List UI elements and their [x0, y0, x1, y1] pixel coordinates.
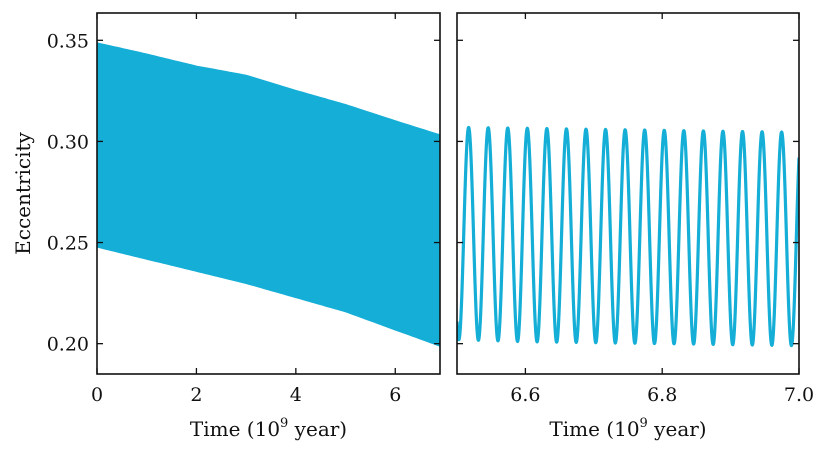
x-axis-label-suffix: year) [288, 417, 347, 441]
x-axis-label-text: Time (10 [190, 417, 280, 441]
x-axis-label-exponent: 9 [640, 416, 648, 431]
x-axis-label-text: Time (10 [549, 417, 639, 441]
plot-frame [96, 12, 441, 375]
y-axis-label: Eccentricity [11, 131, 35, 254]
right-panel: 6.6 6.8 7.0 Time (109 year) [456, 12, 814, 441]
x-tick-label: 6 [389, 384, 401, 406]
left-panel: 0 2 4 6 0.20 0.25 0.30 0.35 Time (109 year) Eccen… [11, 12, 441, 441]
plot-frame [456, 12, 800, 375]
x-axis-label-exponent: 9 [280, 416, 288, 431]
x-axis-label: Time (109 year) [190, 416, 347, 441]
x-tick-label: 7.0 [784, 384, 814, 406]
y-tick-label: 0.20 [47, 334, 89, 356]
eccentricity-line [457, 125, 799, 348]
x-axis-label: Time (109 year) [549, 416, 706, 441]
x-tick-label: 2 [190, 384, 202, 406]
eccentricity-envelope-area [97, 42, 440, 347]
y-tick-label: 0.30 [47, 131, 89, 153]
y-tick-label: 0.35 [47, 30, 89, 52]
y-tick-label: 0.25 [47, 233, 89, 255]
x-tick-label: 0 [91, 384, 103, 406]
x-tick-label: 4 [290, 384, 302, 406]
x-tick-label: 6.6 [510, 384, 540, 406]
x-axis-label-suffix: year) [648, 417, 707, 441]
x-tick-label: 6.8 [647, 384, 677, 406]
